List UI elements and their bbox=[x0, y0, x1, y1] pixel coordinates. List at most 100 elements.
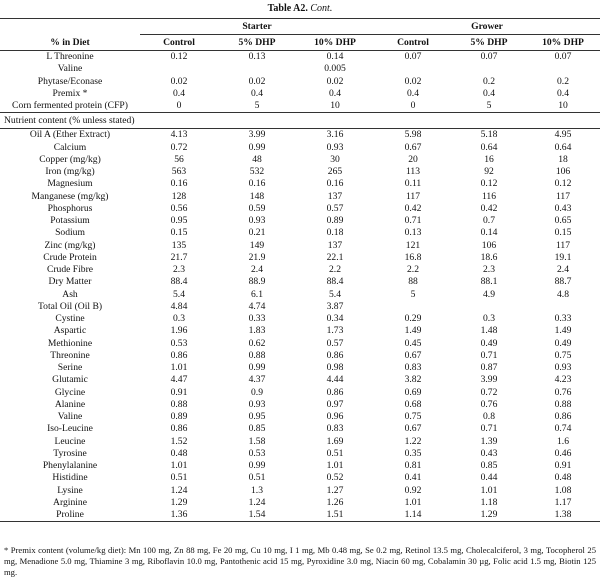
cell: 0.46 bbox=[554, 447, 572, 459]
table-row: Copper (mg/kg) 56 48 30 20 16 18 bbox=[0, 154, 600, 166]
cell: 0.34 bbox=[326, 313, 344, 324]
cell: 92 bbox=[484, 166, 494, 177]
cell: 1.52 bbox=[170, 435, 188, 447]
table-row: Cystine 0.3 0.33 0.34 0.29 0.3 0.33 bbox=[0, 313, 600, 325]
cell: 0.4 bbox=[173, 87, 185, 99]
cell: 0.18 bbox=[326, 227, 344, 239]
cell: 0.81 bbox=[404, 460, 422, 471]
cell: 4.44 bbox=[326, 374, 344, 386]
cell: 0.4 bbox=[407, 87, 419, 99]
table-row: Magnesium 0.16 0.16 0.16 0.11 0.12 0.12 bbox=[0, 178, 600, 190]
table-row: Lysine 1.24 1.3 1.27 0.92 1.01 1.08 bbox=[0, 485, 600, 497]
cell: 0.88 bbox=[554, 398, 572, 410]
row-label: Cystine bbox=[55, 313, 85, 324]
cell: 1.24 bbox=[170, 484, 188, 496]
empty-cell bbox=[452, 301, 526, 313]
cell: 1.49 bbox=[404, 325, 422, 337]
cell: 135 bbox=[171, 239, 187, 251]
cell: 121 bbox=[405, 239, 421, 251]
caption-label: Table A2. bbox=[267, 3, 308, 14]
cell: 0.44 bbox=[480, 472, 498, 484]
cell: 563 bbox=[171, 166, 187, 177]
empty-cell bbox=[526, 301, 600, 313]
cell: 1.17 bbox=[554, 496, 572, 508]
cell: 88.1 bbox=[480, 276, 498, 288]
row-label: Valine bbox=[57, 63, 83, 75]
table-row: Premix * 0.4 0.4 0.4 0.4 0.4 0.4 bbox=[0, 88, 600, 100]
cell: 10 bbox=[558, 100, 568, 111]
cell: 0.7 bbox=[483, 215, 495, 226]
cell: 148 bbox=[249, 190, 265, 202]
cell: 2.4 bbox=[557, 264, 569, 275]
cell: 1.01 bbox=[404, 496, 422, 508]
cell: 1.73 bbox=[326, 325, 344, 337]
cell: 0.88 bbox=[170, 398, 188, 410]
table-row: Phenylalanine 1.01 0.99 1.01 0.81 0.85 0.91 bbox=[0, 460, 600, 472]
cell: 4.23 bbox=[554, 374, 572, 386]
empty-cell bbox=[452, 63, 526, 75]
cell: 20 bbox=[408, 153, 418, 165]
cell: 0.87 bbox=[480, 362, 498, 373]
cell: 0.75 bbox=[404, 411, 422, 422]
cell: 88.4 bbox=[326, 276, 344, 288]
row-label: Dry Matter bbox=[48, 276, 92, 288]
cell: 5.4 bbox=[329, 288, 341, 300]
cell: 0.07 bbox=[404, 51, 422, 62]
cell: 4.37 bbox=[248, 374, 266, 386]
cell: 0.14 bbox=[326, 51, 344, 62]
cell: 0.52 bbox=[326, 472, 344, 484]
cell: 117 bbox=[555, 239, 571, 251]
group-header: Grower bbox=[374, 18, 600, 35]
row-label: Copper (mg/kg) bbox=[39, 153, 101, 165]
table-row: Serine 1.01 0.99 0.98 0.83 0.87 0.93 bbox=[0, 362, 600, 374]
caption-text: Cont. bbox=[310, 3, 333, 14]
table-row: Dry Matter 88.4 88.9 88.4 88 88.1 88.7 bbox=[0, 276, 600, 288]
cell: 4.8 bbox=[557, 288, 569, 300]
cell: 0.76 bbox=[554, 386, 572, 398]
cell: 0.42 bbox=[480, 202, 498, 214]
column-header: % in Diet bbox=[0, 34, 140, 51]
cell: 1.29 bbox=[452, 509, 526, 523]
table-row: Proline 1.36 1.54 1.51 1.14 1.29 1.38 bbox=[0, 509, 600, 523]
cell: 0.86 bbox=[170, 423, 188, 435]
cell: 0.89 bbox=[326, 215, 344, 226]
cell: 0.15 bbox=[170, 227, 188, 239]
cell: 0.8 bbox=[483, 411, 495, 422]
cell: 0.65 bbox=[554, 215, 572, 226]
cell: 0.12 bbox=[480, 178, 498, 190]
table-row: Arginine 1.29 1.24 1.26 1.01 1.18 1.17 bbox=[0, 497, 600, 509]
row-label: Total Oil (Oil B) bbox=[37, 300, 103, 312]
cell: 1.6 bbox=[557, 435, 569, 447]
section-heading: Nutrient content (% unless stated) bbox=[0, 112, 600, 130]
cell: 5 bbox=[254, 100, 260, 111]
cell: 0.86 bbox=[170, 349, 188, 361]
table-row: Leucine 1.52 1.58 1.69 1.22 1.39 1.6 bbox=[0, 436, 600, 448]
cell: 1.96 bbox=[170, 325, 188, 337]
cell: 137 bbox=[327, 190, 343, 202]
cell: 0.33 bbox=[554, 313, 572, 324]
cell: 128 bbox=[171, 190, 187, 202]
cell: 0.86 bbox=[554, 411, 572, 422]
cell: 1.58 bbox=[248, 435, 266, 447]
cell: 0.35 bbox=[404, 447, 422, 459]
empty-cell bbox=[374, 301, 452, 313]
row-label: Premix * bbox=[52, 87, 88, 99]
row-label: L Threonine bbox=[46, 51, 94, 62]
section-row: Nutrient content (% unless stated) bbox=[0, 112, 600, 130]
cell: 21.7 bbox=[170, 251, 188, 263]
row-label: Glycine bbox=[54, 386, 86, 398]
cell: 0.72 bbox=[480, 386, 498, 398]
cell: 0.83 bbox=[326, 423, 344, 435]
cell: 0.4 bbox=[483, 87, 495, 99]
cell: 0.57 bbox=[326, 202, 344, 214]
cell: 0.3 bbox=[173, 313, 185, 324]
table-row: Aspartic 1.96 1.83 1.73 1.49 1.48 1.49 bbox=[0, 325, 600, 337]
row-label: Methionine bbox=[47, 337, 93, 349]
cell: 2.3 bbox=[483, 264, 495, 275]
cell: 0.49 bbox=[480, 337, 498, 349]
data-table: Starter Grower % in Diet Control 5% DHP 10%… bbox=[0, 18, 600, 523]
table-row: Glutamic 4.47 4.37 4.44 3.82 3.99 4.23 bbox=[0, 374, 600, 386]
row-label: Valine bbox=[57, 411, 83, 422]
cell: 21.9 bbox=[248, 251, 266, 263]
